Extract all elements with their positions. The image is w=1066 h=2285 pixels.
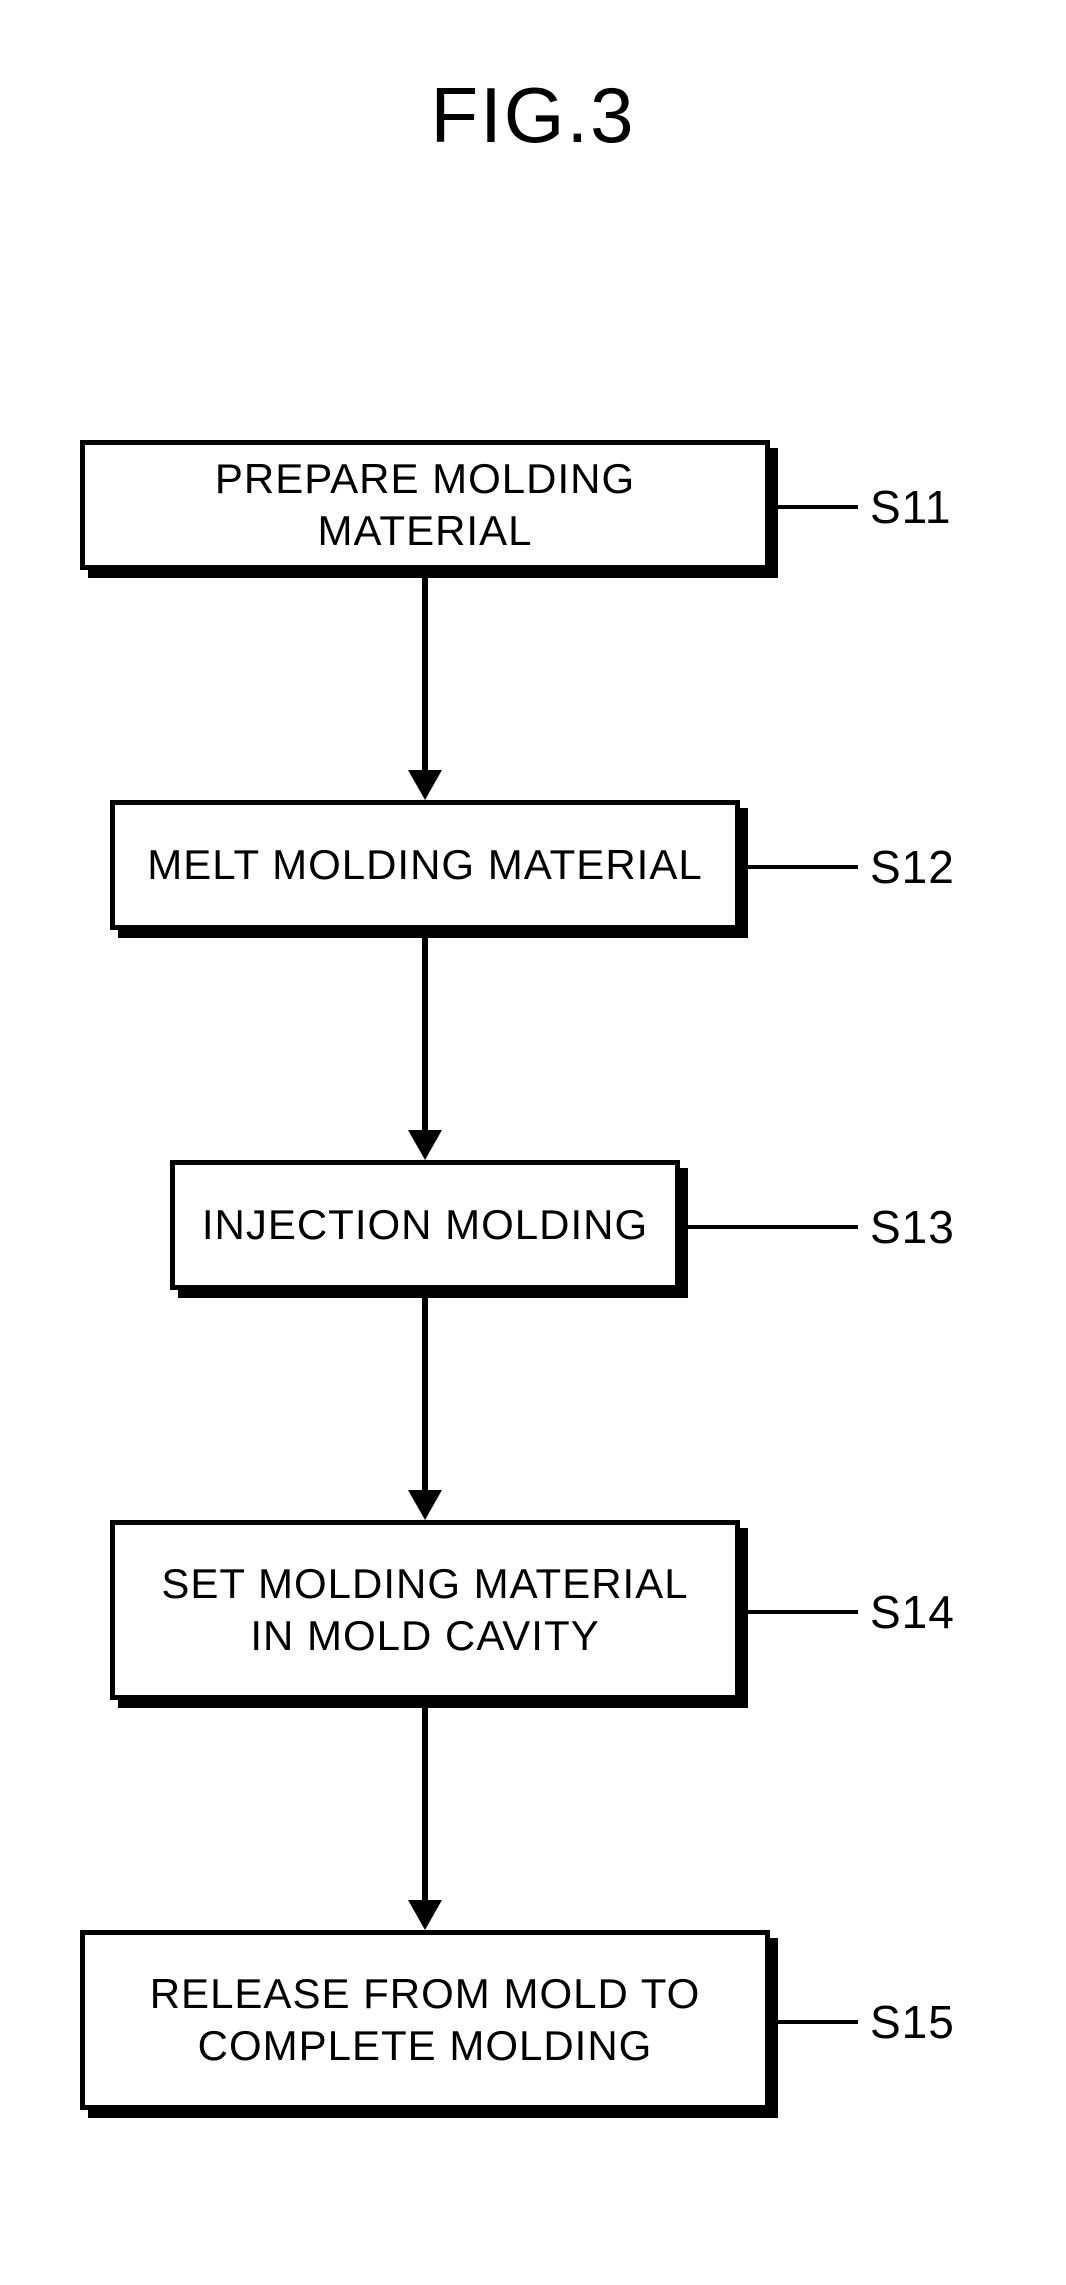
arrow-head-icon <box>408 1130 442 1160</box>
callout-lead-s14 <box>748 1610 858 1614</box>
step-box-s15: RELEASE FROM MOLD TO COMPLETE MOLDING <box>80 1930 770 2110</box>
arrow-shaft <box>422 578 428 770</box>
arrow-shaft <box>422 1708 428 1900</box>
arrow-shaft <box>422 1298 428 1490</box>
arrow-shaft <box>422 938 428 1130</box>
arrow-head-icon <box>408 1900 442 1930</box>
step-box-s13: INJECTION MOLDING <box>170 1160 680 1290</box>
step-box-s12: MELT MOLDING MATERIAL <box>110 800 740 930</box>
callout-lead-s11 <box>778 505 858 509</box>
arrow-s11-s12 <box>408 578 442 800</box>
arrow-head-icon <box>408 770 442 800</box>
callout-lead-s15 <box>778 2020 858 2024</box>
step-callout-s14: S14 <box>870 1585 955 1639</box>
step-box-s14: SET MOLDING MATERIAL IN MOLD CAVITY <box>110 1520 740 1700</box>
step-callout-s12: S12 <box>870 840 955 894</box>
figure-title: FIG.3 <box>0 70 1066 161</box>
callout-lead-s13 <box>688 1225 858 1229</box>
callout-lead-s12 <box>748 865 858 869</box>
step-box-s11: PREPARE MOLDING MATERIAL <box>80 440 770 570</box>
flowchart-figure: FIG.3 PREPARE MOLDING MATERIAL S11 MELT … <box>0 0 1066 2285</box>
arrow-s13-s14 <box>408 1298 442 1520</box>
arrow-s14-s15 <box>408 1708 442 1930</box>
step-callout-s15: S15 <box>870 1995 955 2049</box>
step-callout-s13: S13 <box>870 1200 955 1254</box>
arrow-head-icon <box>408 1490 442 1520</box>
step-callout-s11: S11 <box>870 480 951 534</box>
arrow-s12-s13 <box>408 938 442 1160</box>
